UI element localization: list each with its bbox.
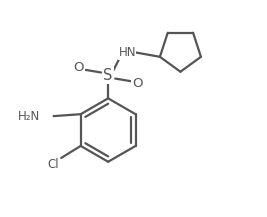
Text: S: S <box>103 68 113 83</box>
Text: HN: HN <box>118 46 136 59</box>
Text: O: O <box>132 77 143 90</box>
Text: H₂N: H₂N <box>17 110 40 123</box>
Text: O: O <box>74 61 84 74</box>
Text: Cl: Cl <box>48 158 60 171</box>
